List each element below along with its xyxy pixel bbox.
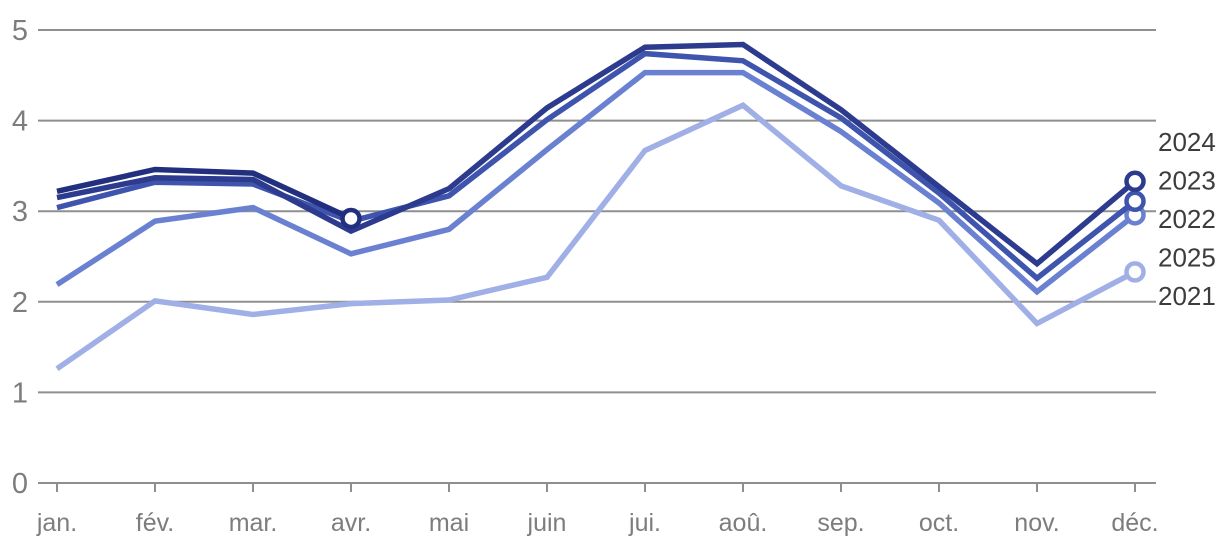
y-axis-tick-label: 5 [12,15,28,47]
year-label-2025: 2025 [1158,243,1216,273]
series-line-2025 [56,166,353,221]
series-end-marker-2025 [340,207,362,230]
x-axis-month-label: nov. [1014,509,1059,537]
y-axis-tick-label: 0 [12,468,28,500]
x-axis-month-label: mar. [229,509,278,537]
x-axis-month-label: sep. [817,509,864,537]
x-axis-month-label: mai [429,509,469,537]
y-axis-tick-label: 1 [12,377,28,409]
series-line-2021 [55,101,1137,372]
y-axis-tick-label: 2 [12,287,28,319]
x-axis-month-label: jan. [36,509,77,537]
year-label-2022: 2022 [1158,204,1216,234]
series-end-marker-2021 [1124,261,1146,283]
x-axis-month-label: juin [527,509,567,537]
series-end-marker-2024 [1124,170,1146,193]
x-axis-month-label: avr. [331,509,371,537]
x-axis-month-label: oct. [919,509,959,537]
year-label-2024: 2024 [1158,127,1216,157]
series-line-2022 [55,69,1137,296]
x-axis-month-label: jui. [628,509,661,537]
series-line-2023 [56,50,1137,282]
x-axis-month-label: fév. [136,509,174,537]
year-label-2021: 2021 [1158,281,1216,311]
x-axis-month-label: déc. [1111,509,1158,537]
series-end-marker-2023 [1124,190,1146,212]
year-label-2023: 2023 [1158,166,1216,196]
x-axis-month-label: aoû. [719,509,768,537]
series-line-2024 [56,41,1137,268]
y-axis-tick-label: 3 [12,196,28,228]
y-axis-tick-label: 4 [12,106,28,138]
